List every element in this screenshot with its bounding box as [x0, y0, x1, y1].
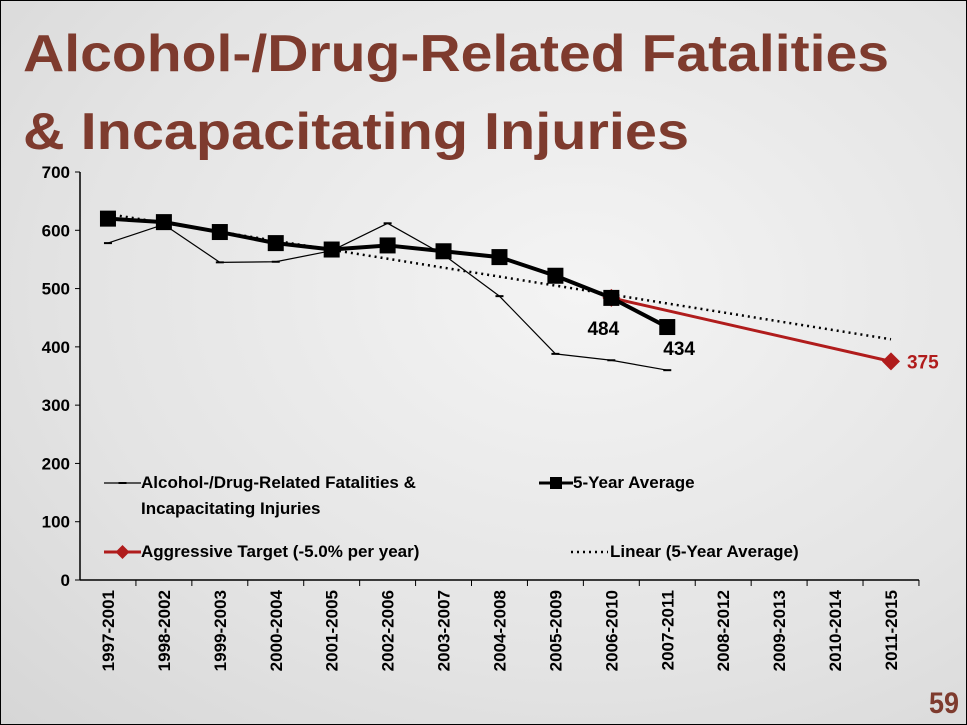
x-tick-label: 1997-2001 — [99, 590, 118, 671]
point — [491, 249, 508, 266]
data-label: 375 — [907, 352, 939, 373]
legend-label: Linear (5-Year Average) — [610, 542, 799, 561]
y-tick-label: 400 — [42, 338, 70, 357]
x-tick-label: 2003-2007 — [435, 590, 454, 671]
legend-label: Alcohol-/Drug-Related Fatalities & Incap… — [141, 473, 416, 518]
x-tick-label: 2001-2005 — [323, 590, 342, 671]
legend-label: 5-Year Average — [573, 473, 695, 492]
x-tick-label: 2000-2004 — [267, 589, 286, 671]
x-tick-label: 1998-2002 — [155, 590, 174, 671]
x-tick-label: 2007-2011 — [658, 590, 677, 670]
x-tick-label: 2010-2014 — [826, 589, 845, 671]
data-label: 484 — [587, 319, 619, 340]
point — [99, 210, 116, 227]
y-tick-label: 300 — [42, 396, 70, 415]
x-tick-label: 2004-2008 — [490, 590, 509, 671]
y-tick-label: 500 — [42, 280, 70, 299]
point — [547, 267, 564, 284]
series-line — [611, 296, 892, 363]
point — [379, 237, 396, 254]
x-tick-label: 1999-2003 — [211, 590, 230, 671]
point — [211, 224, 228, 241]
point — [323, 241, 340, 258]
x-tick-label: 2005-2009 — [546, 590, 565, 671]
legend-label: Aggressive Target (-5.0% per year) — [141, 542, 420, 561]
chart-title: Alcohol-/Drug-Related Fatalities — [23, 25, 889, 83]
point — [435, 243, 452, 260]
y-tick-label: 600 — [42, 221, 70, 240]
point — [267, 235, 284, 252]
y-tick-label: 100 — [42, 513, 70, 532]
x-tick-label: 2006-2010 — [602, 590, 621, 671]
point — [659, 319, 676, 336]
y-tick-label: 200 — [42, 454, 70, 473]
legend-swatch — [115, 545, 130, 559]
x-tick-label: 2009-2013 — [770, 590, 789, 671]
point — [155, 214, 172, 231]
point — [603, 289, 620, 306]
series-line — [107, 216, 669, 329]
y-tick-label: 0 — [61, 571, 70, 590]
page-number: 59 — [929, 687, 959, 720]
x-tick-label: 2011-2015 — [882, 590, 901, 670]
point — [881, 352, 900, 371]
legend-swatch — [550, 477, 562, 489]
x-tick-label: 2002-2006 — [379, 590, 398, 671]
chart-title: & Incapacitating Injuries — [23, 103, 689, 161]
data-label: 434 — [663, 339, 695, 360]
x-tick-label: 2008-2012 — [714, 590, 733, 671]
y-tick-label: 700 — [42, 163, 70, 182]
